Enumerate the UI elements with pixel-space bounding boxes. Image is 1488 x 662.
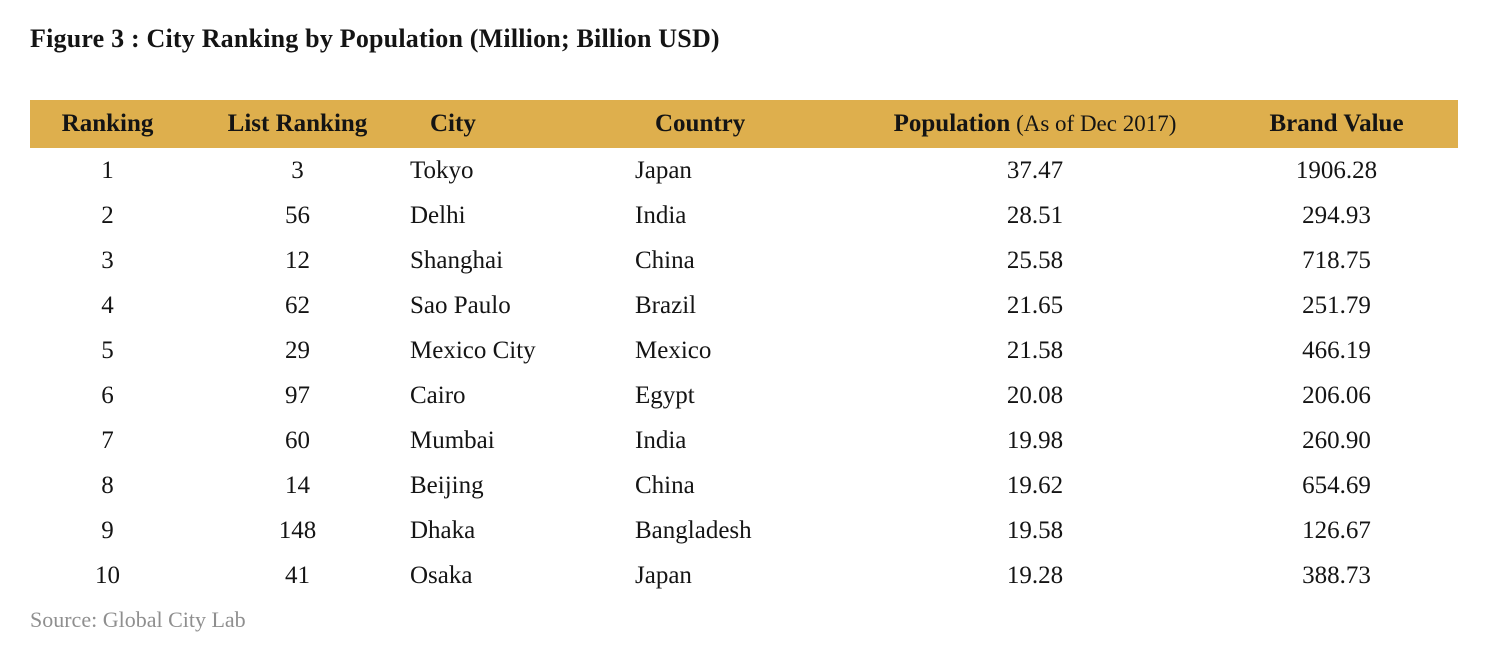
cell-city: Osaka (410, 561, 473, 589)
cell-brand-value: 294.93 (1302, 201, 1371, 229)
cell-population: 19.58 (1006, 516, 1064, 544)
table-row: 7 60 Mumbai India 19.98 260.90 (30, 418, 1458, 463)
cell-country: Mexico (635, 336, 712, 364)
table-body: 1 3 Tokyo Japan 37.47 1906.28 2 56 Delhi India 28.… (30, 148, 1458, 598)
cell-population: 37.47 (1006, 156, 1064, 184)
population-header-note: (As of Dec 2017) (1010, 111, 1177, 136)
cell-ranking: 1 (101, 156, 114, 184)
cell-ranking: 9 (101, 516, 114, 544)
cell-population: 21.65 (1006, 291, 1064, 319)
cell-country: Japan (635, 156, 692, 184)
report-figure: Figure 3 : City Ranking by Population (M… (30, 24, 1458, 632)
cell-city: Mexico City (410, 336, 536, 364)
cell-country: China (635, 471, 695, 499)
source-note: Source: Global City Lab (30, 607, 246, 632)
table-header: Ranking List Ranking City Country Popula… (30, 100, 1458, 148)
cell-ranking: 5 (101, 336, 114, 364)
cell-country: Brazil (635, 291, 697, 319)
cell-list-ranking: 3 (291, 156, 304, 184)
column-header-brand-value: Brand Value (1215, 100, 1458, 148)
cell-city: Cairo (410, 381, 466, 409)
cell-country: India (635, 201, 687, 229)
cell-population: 21.58 (1006, 336, 1064, 364)
cell-brand-value: 1906.28 (1295, 156, 1378, 184)
figure-title: Figure 3 : City Ranking by Population (M… (30, 24, 720, 53)
cell-ranking: 2 (101, 201, 114, 229)
cell-population: 19.62 (1006, 471, 1064, 499)
cell-ranking: 8 (101, 471, 114, 499)
cell-list-ranking: 97 (285, 381, 310, 409)
cell-list-ranking: 62 (285, 291, 310, 319)
cell-city: Shanghai (410, 246, 504, 274)
cell-ranking: 7 (101, 426, 114, 454)
table-row: 2 56 Delhi India 28.51 294.93 (30, 193, 1458, 238)
city-ranking-table: Ranking List Ranking City Country Popula… (30, 100, 1458, 598)
column-header-ranking: Ranking (30, 100, 185, 148)
cell-brand-value: 388.73 (1302, 561, 1371, 589)
cell-city: Delhi (410, 201, 466, 229)
table-row: 3 12 Shanghai China 25.58 718.75 (30, 238, 1458, 283)
column-header-population: Population (As of Dec 2017) (855, 100, 1215, 148)
column-header-country: Country (635, 100, 855, 148)
population-header-label: Population (893, 110, 1011, 137)
cell-brand-value: 126.67 (1302, 516, 1371, 544)
cell-brand-value: 251.79 (1302, 291, 1371, 319)
cell-brand-value: 718.75 (1302, 246, 1371, 274)
cell-ranking: 10 (95, 561, 120, 589)
cell-list-ranking: 12 (285, 246, 310, 274)
cell-brand-value: 206.06 (1302, 381, 1371, 409)
cell-city: Beijing (410, 471, 484, 499)
cell-city: Tokyo (410, 156, 474, 184)
cell-brand-value: 466.19 (1302, 336, 1371, 364)
cell-list-ranking: 60 (285, 426, 310, 454)
cell-ranking: 4 (101, 291, 114, 319)
table-row: 10 41 Osaka Japan 19.28 388.73 (30, 553, 1458, 598)
cell-list-ranking: 148 (278, 516, 317, 544)
table-row: 8 14 Beijing China 19.62 654.69 (30, 463, 1458, 508)
cell-population: 20.08 (1006, 381, 1064, 409)
table-row: 9 148 Dhaka Bangladesh 19.58 126.67 (30, 508, 1458, 553)
cell-population: 19.98 (1006, 426, 1064, 454)
cell-city: Dhaka (410, 516, 476, 544)
cell-list-ranking: 29 (285, 336, 310, 364)
cell-ranking: 3 (101, 246, 114, 274)
cell-brand-value: 654.69 (1302, 471, 1371, 499)
cell-city: Mumbai (410, 426, 495, 454)
cell-population: 28.51 (1006, 201, 1064, 229)
cell-country: Bangladesh (635, 516, 752, 544)
column-header-city: City (410, 100, 635, 148)
cell-population: 19.28 (1006, 561, 1064, 589)
cell-country: Japan (635, 561, 692, 589)
cell-list-ranking: 14 (285, 471, 310, 499)
cell-list-ranking: 41 (285, 561, 310, 589)
cell-population: 25.58 (1006, 246, 1064, 274)
table-row: 6 97 Cairo Egypt 20.08 206.06 (30, 373, 1458, 418)
cell-brand-value: 260.90 (1302, 426, 1371, 454)
cell-ranking: 6 (101, 381, 114, 409)
cell-list-ranking: 56 (285, 201, 310, 229)
cell-country: India (635, 426, 687, 454)
column-header-list-ranking: List Ranking (185, 100, 410, 148)
cell-city: Sao Paulo (410, 291, 511, 319)
cell-country: Egypt (635, 381, 695, 409)
cell-country: China (635, 246, 695, 274)
table-header-row: Ranking List Ranking City Country Popula… (30, 100, 1458, 148)
table-row: 1 3 Tokyo Japan 37.47 1906.28 (30, 148, 1458, 193)
table-row: 4 62 Sao Paulo Brazil 21.65 251.79 (30, 283, 1458, 328)
table-row: 5 29 Mexico City Mexico 21.58 466.19 (30, 328, 1458, 373)
